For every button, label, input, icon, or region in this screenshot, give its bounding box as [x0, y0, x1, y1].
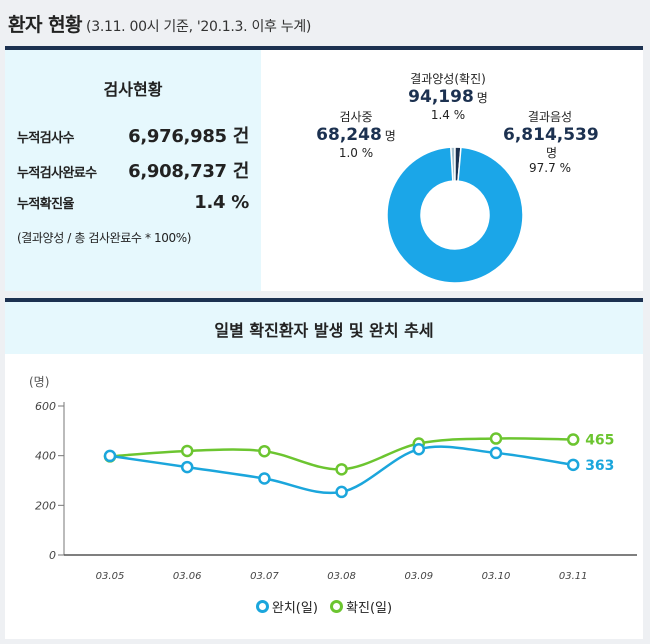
donut-label-value: 68,248 [316, 125, 382, 145]
donut-label-pct: 97.7 % [529, 161, 571, 176]
data-point [180, 460, 194, 474]
page-header: 환자 현황 (3.11. 00시 기준, '20.1.3. 이후 누계) [0, 0, 650, 44]
x-tick-label: 03.11 [559, 571, 588, 582]
donut-label-positive: 결과양성(확진) 94,198 명 1.4 % [398, 72, 498, 123]
donut-label-unit: 명 [384, 129, 396, 143]
x-tick-label: 03.09 [404, 571, 433, 582]
stat-value: 6,976,985 건 [128, 126, 249, 147]
y-tick-label: 0 [49, 549, 56, 562]
page-subtitle: (3.11. 00시 기준, '20.1.3. 이후 누계) [86, 19, 312, 35]
chart-title: 일별 확진환자 발생 및 완치 추세 [5, 302, 643, 354]
legend-marker [255, 600, 269, 613]
stat-label: 누적검사수 [17, 131, 74, 146]
donut-label-unit: 명 [476, 91, 488, 105]
end-value-label: 363 [585, 458, 614, 474]
summary-panel: 검사현황 누적검사수 6,976,985 건 누적검사완료수 6,908,737… [5, 46, 643, 291]
y-tick-label: 600 [35, 400, 56, 413]
donut-label-name: 결과음성 [527, 110, 573, 124]
legend-item-recovered[interactable]: 완치(일) [255, 597, 318, 616]
stat-row: 누적검사수 6,976,985 건 [17, 122, 249, 157]
trend-panel: 일별 확진환자 발생 및 완치 추세 (명) 0 200 400 600 03.05 03.… [5, 298, 643, 639]
line-chart: (명) 0 200 400 600 03.05 03.06 03.07 03.08 03.09 03… [29, 375, 637, 582]
data-point [335, 463, 348, 476]
data-point [489, 432, 503, 445]
x-tick-label: 03.07 [250, 571, 279, 582]
data-point [258, 444, 271, 458]
donut-label-unit: 명 [545, 146, 558, 161]
stat-value: 6,908,737 건 [128, 161, 249, 182]
x-tick-label: 03.06 [173, 571, 202, 582]
data-point [566, 458, 580, 472]
data-point [566, 433, 580, 446]
legend-item-confirmed[interactable]: 확진(일) [330, 597, 392, 616]
donut-label-negative: 결과음성 6,814,539 명 97.7 % [503, 110, 599, 176]
stat-value: 1.4 % [194, 192, 249, 213]
donut-label-name: 검사중 [339, 110, 373, 124]
donut-slice [386, 146, 524, 284]
x-tick-label: 03.08 [327, 571, 356, 582]
y-axis-label: (명) [29, 375, 49, 389]
stat-row: 누적확진율 1.4 % [17, 192, 249, 227]
test-status-title: 검사현황 [103, 80, 163, 99]
page-title: 환자 현황 [8, 14, 83, 36]
donut-label-pct: 1.4 % [430, 108, 466, 123]
donut-label-value: 6,814,539 [503, 125, 599, 145]
x-tick-label: 03.05 [96, 571, 125, 582]
data-point [103, 449, 117, 463]
stat-note: (결과양성 / 총 검사완료수 * 100%) [17, 231, 191, 245]
donut-label-name: 결과양성(확진) [410, 72, 486, 86]
data-point [180, 444, 194, 458]
test-status-box: 검사현황 누적검사수 6,976,985 건 누적검사완료수 6,908,737… [5, 50, 261, 291]
data-point [258, 472, 271, 485]
donut-chart [386, 146, 524, 284]
donut-label-value: 94,198 [408, 87, 474, 107]
chart-legend: 완치(일) 확진(일) [5, 597, 643, 617]
end-value-label: 465 [585, 433, 614, 449]
legend-label: 확진(일) [346, 601, 393, 616]
y-tick-label: 400 [35, 450, 56, 463]
data-point [489, 446, 503, 460]
stat-label: 누적확진율 [17, 197, 74, 212]
stat-row: 누적검사완료수 6,908,737 건 [17, 157, 249, 192]
donut-label-pending: 검사중 68,248 명 1.0 % [311, 110, 401, 161]
x-tick-label: 03.10 [482, 571, 511, 582]
stat-label: 누적검사완료수 [17, 166, 97, 181]
donut-label-pct: 1.0 % [338, 146, 374, 161]
y-tick-label: 200 [35, 499, 56, 512]
data-point [412, 442, 426, 456]
legend-label: 완치(일) [271, 601, 318, 616]
data-point [335, 485, 348, 499]
legend-marker [330, 600, 344, 613]
